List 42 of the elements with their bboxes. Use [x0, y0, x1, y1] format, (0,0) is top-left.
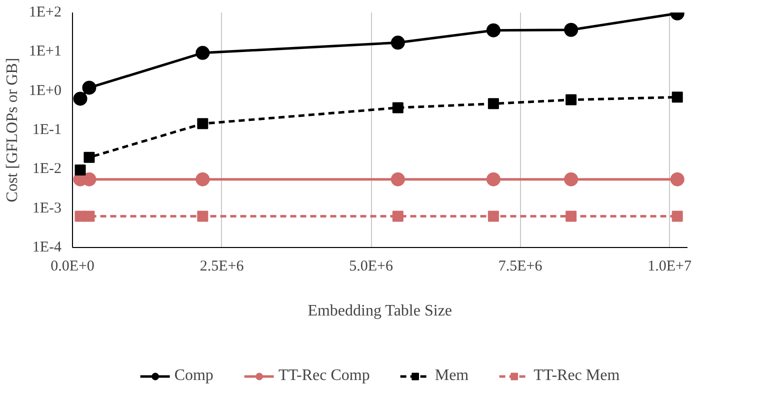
y-tick-label: 1E-4 [32, 240, 62, 256]
point [488, 210, 499, 222]
x-tick-label: 5.0E+6 [349, 258, 394, 274]
point [197, 210, 208, 222]
point [390, 36, 405, 50]
y-tick-label: 1E-3 [32, 200, 62, 216]
point [486, 23, 500, 38]
point [82, 80, 96, 95]
x-tick-label: 2.5E+6 [200, 258, 244, 274]
legend-label: TT-Rec Mem [534, 367, 620, 385]
legend-label: Comp [174, 367, 214, 385]
x-tick-label: 0.0E+0 [50, 258, 94, 274]
point [390, 172, 405, 186]
y-tick-label: 1E+1 [28, 44, 62, 60]
legend-label: Mem [434, 367, 469, 385]
point [74, 164, 86, 176]
point [196, 46, 210, 60]
y-tick-label: 1E-2 [32, 161, 62, 178]
point [564, 172, 578, 186]
point [73, 92, 88, 106]
legend-label: TT-Rec Comp [278, 367, 370, 385]
point [392, 102, 404, 114]
point [392, 210, 404, 222]
x-tick-label: 7.5E+6 [498, 258, 543, 274]
point [566, 94, 577, 106]
y-axis-title: Cost [GFLOPs or GB] [4, 58, 21, 202]
point [672, 92, 683, 103]
point [84, 210, 95, 222]
point [670, 172, 684, 186]
point [486, 172, 500, 186]
point [566, 210, 577, 222]
y-tick-label: 1E+2 [28, 4, 62, 20]
point [196, 172, 210, 186]
y-tick-label: 1E-1 [32, 122, 62, 138]
point [84, 152, 95, 163]
point [672, 210, 683, 222]
point [564, 22, 578, 37]
point [488, 98, 499, 110]
y-tick-label: 1E+0 [28, 82, 62, 99]
x-tick-label: 1.0E+7 [648, 258, 692, 274]
point [197, 118, 208, 130]
x-axis-title: Embedding Table Size [308, 302, 452, 320]
